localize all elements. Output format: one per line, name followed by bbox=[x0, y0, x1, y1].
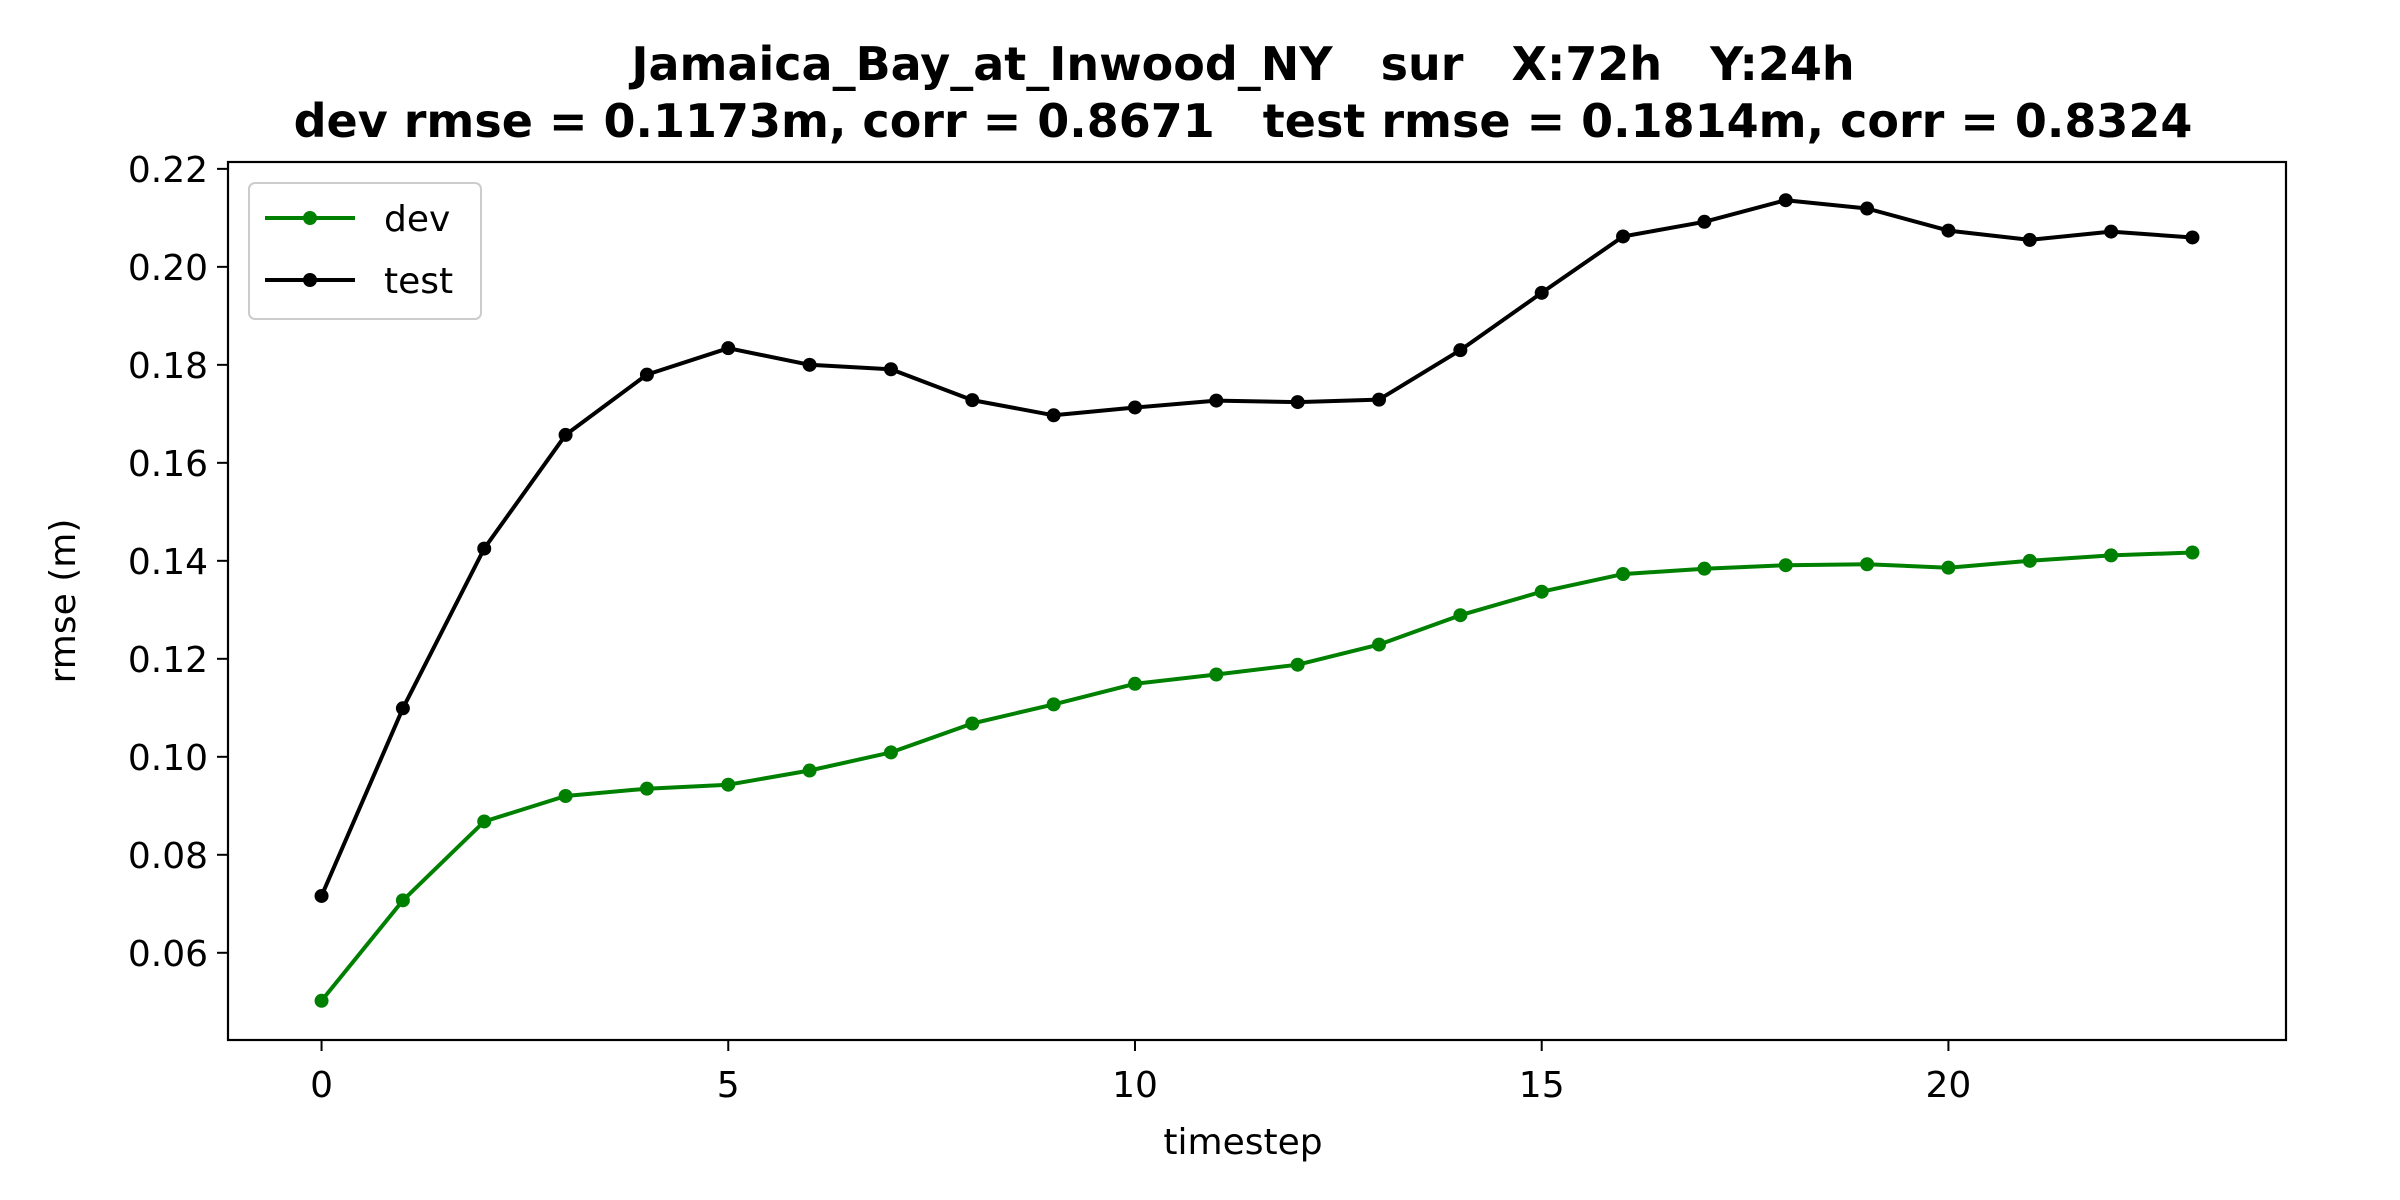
data-point-test bbox=[883, 362, 898, 377]
data-point-test bbox=[1778, 193, 1793, 208]
plot-frame bbox=[226, 160, 2288, 1042]
series-line-dev bbox=[319, 550, 2193, 1003]
data-point-test bbox=[802, 357, 817, 372]
data-point-dev bbox=[802, 763, 817, 778]
x-axis-label: timestep bbox=[1163, 1122, 1322, 1163]
data-point-dev bbox=[1697, 561, 1712, 576]
data-point-dev bbox=[558, 789, 573, 804]
data-point-test bbox=[1046, 408, 1061, 423]
chart-title: Jamaica_Bay_at_Inwood_NY sur X:72h Y:24h bbox=[628, 37, 1854, 91]
data-point-test bbox=[721, 341, 736, 356]
y-tick-label: 0.08 bbox=[128, 836, 208, 877]
series-line-test bbox=[319, 198, 2193, 897]
data-point-test bbox=[1372, 392, 1387, 407]
y-tick-label: 0.22 bbox=[128, 150, 208, 191]
legend-marker-test bbox=[303, 273, 317, 287]
data-point-test bbox=[639, 367, 654, 382]
x-tick-label: 0 bbox=[310, 1065, 333, 1106]
data-point-dev bbox=[721, 777, 736, 792]
data-point-dev bbox=[2022, 553, 2037, 568]
data-point-test bbox=[1209, 393, 1224, 408]
y-axis-label: rmse (m) bbox=[43, 519, 84, 684]
x-tick-label: 20 bbox=[1926, 1065, 1972, 1106]
legend-label-test: test bbox=[384, 261, 453, 302]
y-tick-label: 0.18 bbox=[128, 346, 208, 387]
data-point-test bbox=[2104, 224, 2119, 239]
y-tick-label: 0.16 bbox=[128, 444, 208, 485]
data-point-dev bbox=[883, 745, 898, 760]
data-point-dev bbox=[314, 993, 329, 1008]
y-tick-label: 0.10 bbox=[128, 738, 208, 779]
series-dev bbox=[314, 545, 2200, 1008]
plot-area bbox=[226, 160, 2288, 1042]
data-point-dev bbox=[395, 893, 410, 908]
data-point-test bbox=[1127, 400, 1142, 415]
data-point-dev bbox=[1860, 557, 1875, 572]
data-point-test bbox=[395, 701, 410, 716]
data-point-test bbox=[1697, 214, 1712, 229]
data-point-dev bbox=[2104, 548, 2119, 563]
x-axis: 0 5 10 15 20 bbox=[310, 1040, 1971, 1106]
data-point-test bbox=[477, 541, 492, 556]
x-tick-label: 10 bbox=[1112, 1065, 1158, 1106]
data-point-dev bbox=[1941, 560, 1956, 575]
data-point-dev bbox=[1453, 608, 1468, 623]
y-tick-label: 0.12 bbox=[128, 640, 208, 681]
data-point-dev bbox=[477, 814, 492, 829]
y-tick-label: 0.06 bbox=[128, 934, 208, 975]
data-point-dev bbox=[1127, 676, 1142, 691]
y-axis: 0.06 0.08 0.10 0.12 0.14 0.16 0.18 0.20 0.22 bbox=[128, 150, 228, 975]
data-point-dev bbox=[1616, 567, 1631, 582]
data-point-test bbox=[1534, 285, 1549, 300]
data-point-dev bbox=[1046, 697, 1061, 712]
legend-label-dev: dev bbox=[384, 199, 450, 240]
data-point-test bbox=[1290, 395, 1305, 410]
data-point-dev bbox=[2185, 545, 2200, 560]
data-point-test bbox=[1941, 223, 1956, 238]
data-point-test bbox=[1616, 229, 1631, 244]
data-point-dev bbox=[1290, 657, 1305, 672]
data-point-dev bbox=[1778, 558, 1793, 573]
data-point-dev bbox=[1209, 667, 1224, 682]
data-point-test bbox=[2022, 232, 2037, 247]
data-point-test bbox=[314, 888, 329, 903]
data-point-test bbox=[1860, 201, 1875, 216]
data-point-test bbox=[2185, 230, 2200, 245]
chart-subtitle: dev rmse = 0.1173m, corr = 0.8671 test r… bbox=[294, 94, 2193, 148]
data-point-dev bbox=[1372, 637, 1387, 652]
data-point-dev bbox=[639, 781, 654, 796]
series-layer bbox=[314, 193, 2200, 1008]
x-tick-label: 15 bbox=[1519, 1065, 1565, 1106]
legend: dev test bbox=[248, 182, 482, 320]
series-test bbox=[314, 193, 2200, 903]
data-point-dev bbox=[1534, 584, 1549, 599]
data-point-test bbox=[965, 393, 980, 408]
data-point-test bbox=[558, 427, 573, 442]
y-tick-label: 0.20 bbox=[128, 248, 208, 289]
data-point-test bbox=[1453, 343, 1468, 358]
x-tick-label: 5 bbox=[717, 1065, 740, 1106]
legend-marker-dev bbox=[303, 211, 317, 225]
data-point-dev bbox=[965, 716, 980, 731]
y-tick-label: 0.14 bbox=[128, 542, 208, 583]
